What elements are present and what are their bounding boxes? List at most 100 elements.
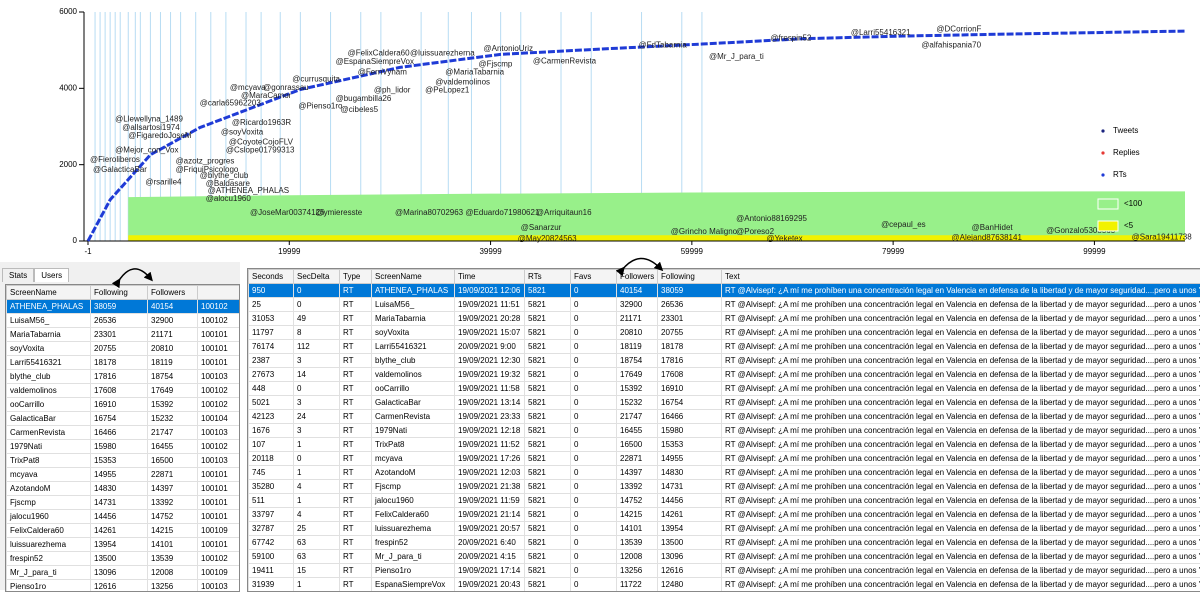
cell: 16466 — [91, 426, 148, 440]
cell: luissuarezhema — [7, 538, 91, 552]
cell: 14215 — [617, 508, 658, 522]
cell: 13954 — [91, 538, 148, 552]
annotation: @cepaul_es — [881, 220, 926, 229]
cell: 14955 — [658, 452, 722, 466]
cell: 21171 — [617, 312, 658, 326]
cell: RT @Alvisepf: ¿A mí me prohíben una conc… — [722, 508, 1200, 522]
cell: 107 — [249, 438, 294, 452]
cell: 13096 — [91, 566, 148, 580]
cell: 14 — [294, 368, 340, 382]
cell: 0 — [571, 340, 617, 354]
column-header[interactable]: Following — [658, 270, 722, 284]
cell: 19/09/2021 11:59 — [455, 494, 525, 508]
column-header[interactable] — [198, 286, 240, 300]
cell: 0 — [571, 536, 617, 550]
cell: 19/09/2021 20:57 — [455, 522, 525, 536]
tab[interactable]: Users — [34, 268, 69, 282]
column-header[interactable]: Type — [340, 270, 372, 284]
tab[interactable]: Stats — [2, 268, 34, 282]
cell: 5821 — [525, 410, 571, 424]
column-header[interactable]: Favs — [571, 270, 617, 284]
column-header[interactable]: Followers — [148, 286, 198, 300]
column-header[interactable]: Following — [91, 286, 148, 300]
column-header[interactable]: Text — [722, 270, 1200, 284]
annotation: @ph_lidor — [374, 85, 411, 94]
column-header[interactable]: Seconds — [249, 270, 294, 284]
column-header[interactable]: ScreenName — [372, 270, 455, 284]
cell: RT — [340, 284, 372, 298]
cell: RT — [340, 508, 372, 522]
cell: 745 — [249, 466, 294, 480]
column-header[interactable]: SecDelta — [294, 270, 340, 284]
cell: 16466 — [658, 410, 722, 424]
cell: 12480 — [658, 578, 722, 592]
cell: Pienso1ro — [7, 580, 91, 592]
cell: 17649 — [617, 368, 658, 382]
cell: 19/09/2021 21:38 — [455, 480, 525, 494]
cell: 100103 — [198, 426, 240, 440]
column-header[interactable]: ScreenName — [7, 286, 91, 300]
cell: Mr_J_para_ti — [372, 550, 455, 564]
cell: 31939 — [249, 578, 294, 592]
cell: 18178 — [91, 356, 148, 370]
column-header[interactable]: Followers — [617, 270, 658, 284]
cell: RT @Alvisepf: ¿A mí me prohíben una conc… — [722, 396, 1200, 410]
cell: RT @Alvisepf: ¿A mí me prohíben una conc… — [722, 550, 1200, 564]
cell: 14261 — [658, 508, 722, 522]
x-tick-label: 19999 — [278, 247, 301, 256]
cell: 5821 — [525, 578, 571, 592]
cell: 17816 — [91, 370, 148, 384]
column-header[interactable]: Time — [455, 270, 525, 284]
column-header[interactable]: RTs — [525, 270, 571, 284]
cell: RT @Alvisepf: ¿A mí me prohíben una conc… — [722, 368, 1200, 382]
cell: 15 — [294, 564, 340, 578]
annotation: @Antonio88169295 — [736, 214, 807, 223]
cell: 25 — [294, 522, 340, 536]
